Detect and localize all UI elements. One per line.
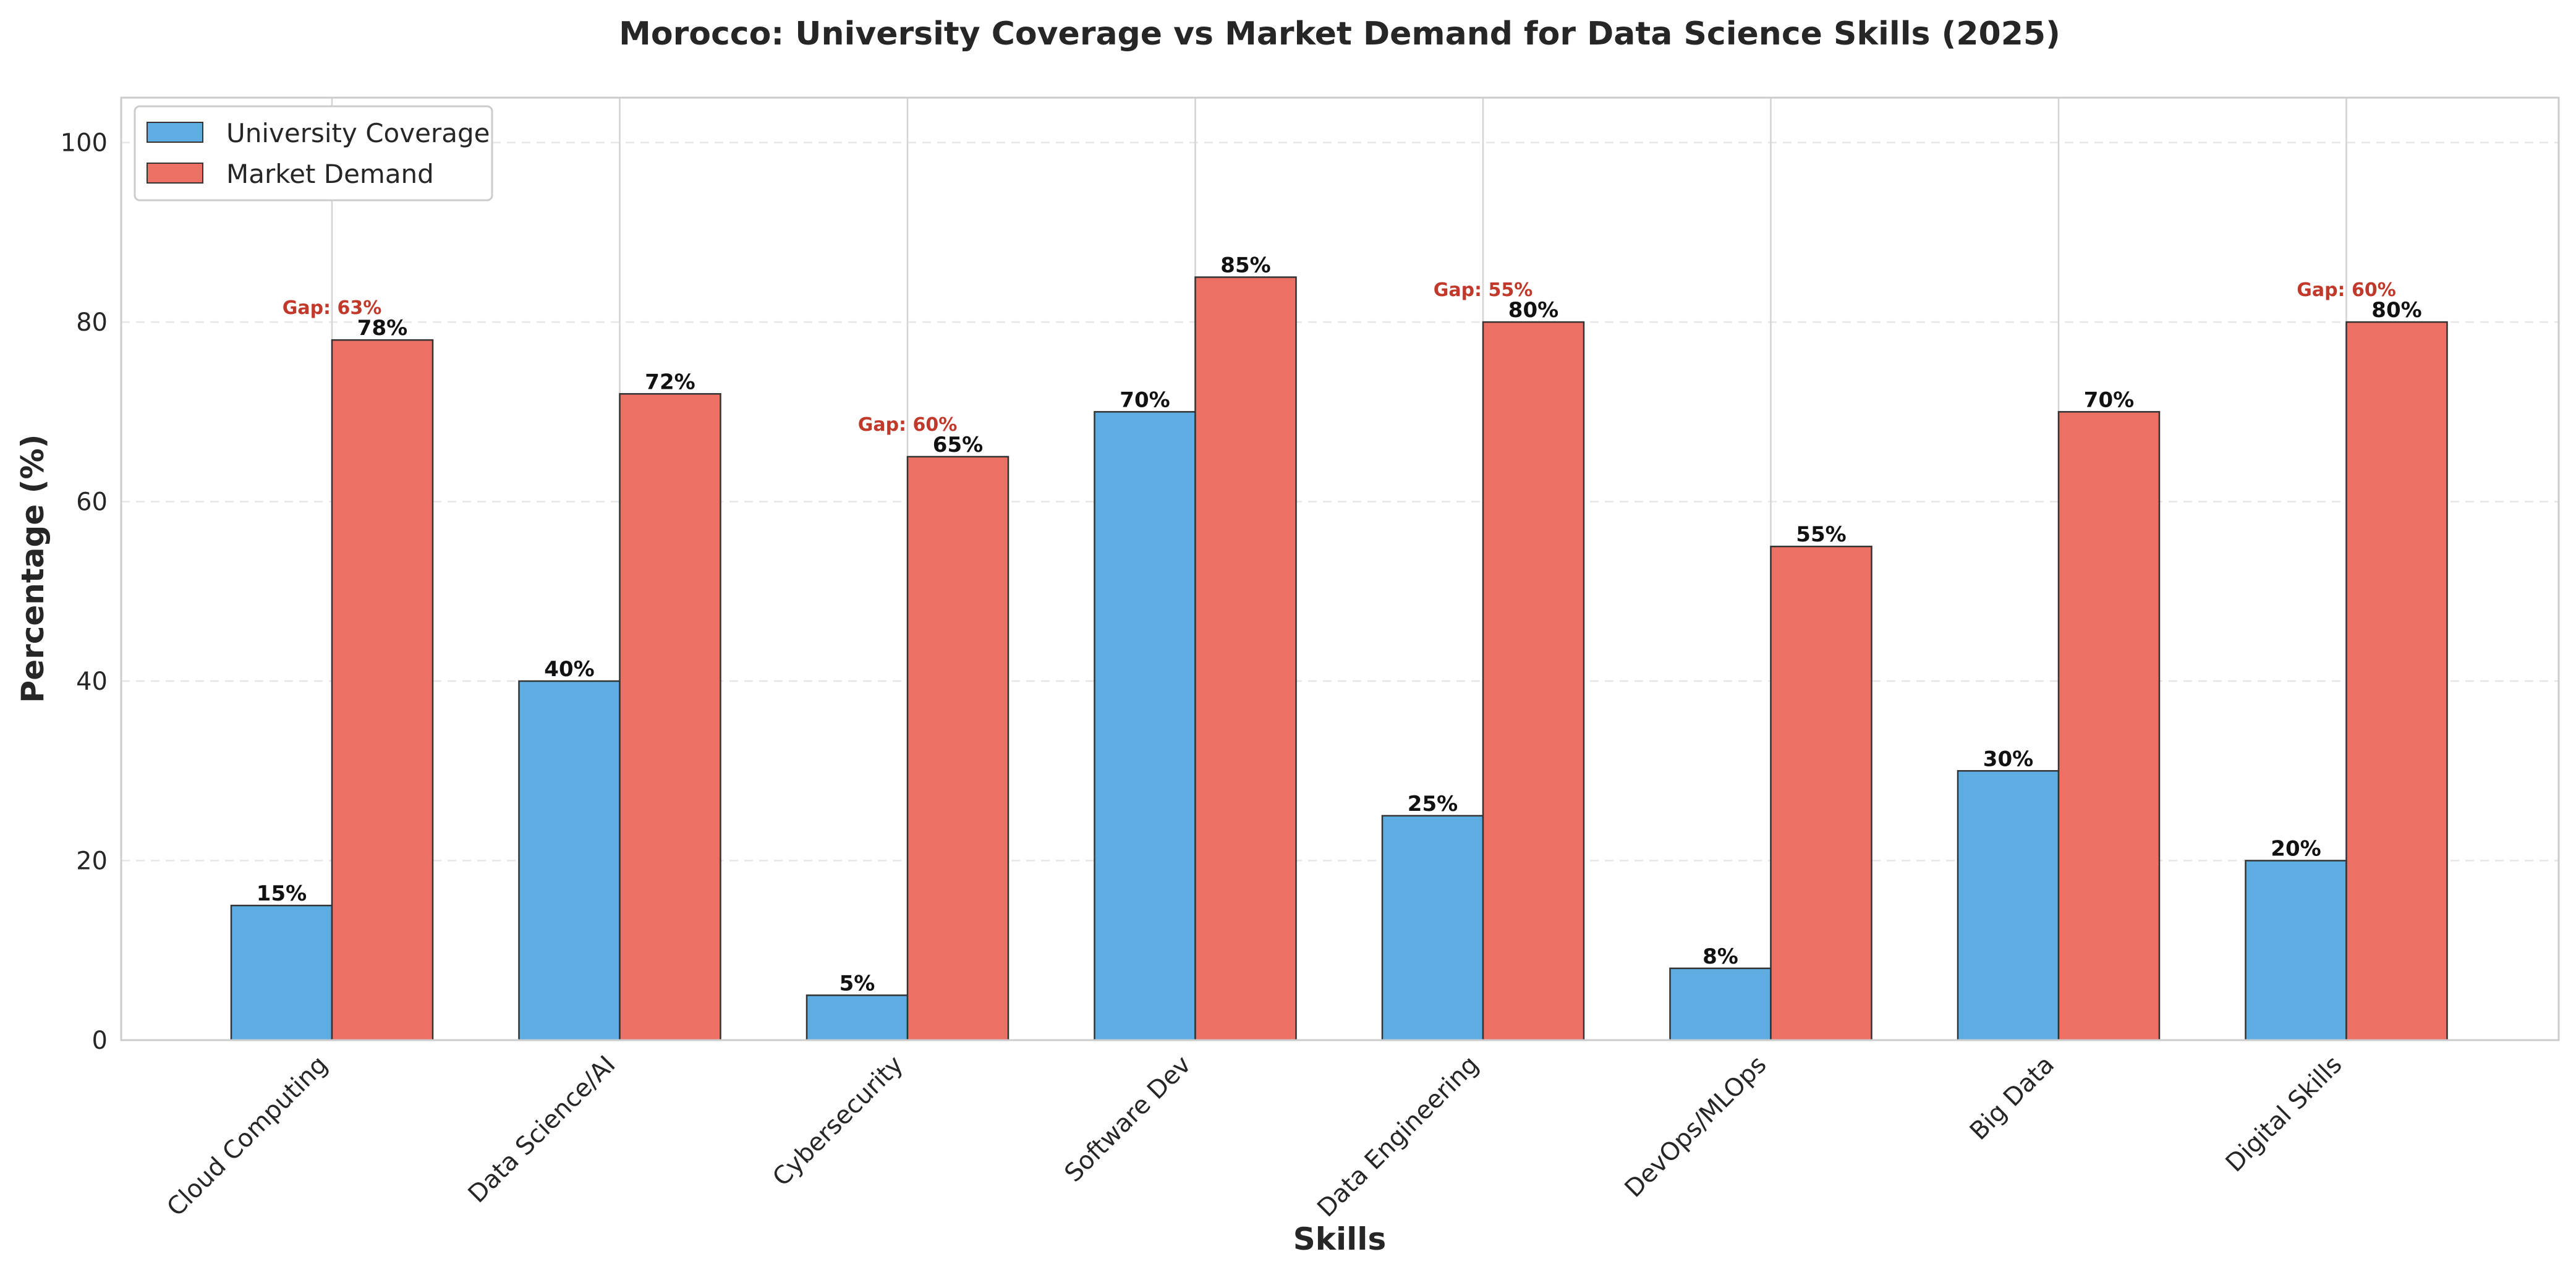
x-tick-label: Cybersecurity <box>767 1051 909 1192</box>
x-tick-label: Big Data <box>1965 1051 2060 1146</box>
legend-swatch-market-demand <box>147 163 203 184</box>
gap-annotation: Gap: 63% <box>283 297 382 319</box>
bars <box>230 276 2448 1041</box>
x-tick-label: DevOps/MLOps <box>1620 1051 1772 1203</box>
bar-market-demand-devops-mlops <box>1770 545 1872 1041</box>
x-tick-label: Digital Skills <box>2221 1051 2348 1178</box>
value-label: 80% <box>1508 298 1558 323</box>
legend-label-university-coverage: University Coverage <box>226 118 490 148</box>
value-label: 55% <box>1796 522 1846 547</box>
value-label: 30% <box>1983 747 2033 771</box>
value-label: 65% <box>933 433 983 457</box>
value-label: 70% <box>2084 388 2134 412</box>
value-label: 40% <box>544 657 594 682</box>
value-label: 20% <box>2271 837 2321 862</box>
bar-market-demand-big-data <box>2057 411 2161 1041</box>
y-axis-title: Percentage (%) <box>15 434 51 703</box>
value-label: 78% <box>357 316 407 341</box>
bar-university-coverage-cybersecurity <box>806 994 909 1041</box>
y-axis: 0 20 40 60 80 100 <box>61 129 108 1055</box>
bar-market-demand-data-engineering <box>1482 321 1585 1041</box>
y-tick-label: 60 <box>76 488 108 517</box>
bar-university-coverage-devops-mlops <box>1669 967 1772 1041</box>
x-tick-label: Data Engineering <box>1312 1051 1484 1223</box>
legend-box <box>134 105 493 201</box>
bar-market-demand-software-dev <box>1194 276 1297 1041</box>
y-tick-label: 80 <box>76 308 108 337</box>
legend-label-market-demand: Market Demand <box>226 159 434 189</box>
legend: University Coverage Market Demand <box>134 105 493 201</box>
gap-annotation: Gap: 55% <box>1434 279 1533 301</box>
plot-frame <box>120 96 2560 1041</box>
bar-university-coverage-data-science-ai <box>518 680 621 1041</box>
chart-title: Morocco: University Coverage vs Market D… <box>619 15 2060 53</box>
value-label: 70% <box>1120 388 1170 412</box>
x-axis: Cloud Computing Data Science/AI Cybersecur… <box>161 1051 2347 1223</box>
legend-swatch-university-coverage <box>147 122 203 143</box>
x-tick-label: Cloud Computing <box>161 1051 333 1222</box>
gap-annotation: Gap: 60% <box>858 414 958 436</box>
bar-market-demand-cybersecurity <box>906 455 1010 1041</box>
value-label: 8% <box>1702 944 1738 969</box>
x-tick-label: Data Science/AI <box>463 1051 621 1209</box>
bar-university-coverage-big-data <box>1957 770 2060 1041</box>
y-tick-label: 20 <box>76 847 108 876</box>
value-label: 80% <box>2371 298 2421 323</box>
bar-university-coverage-software-dev <box>1094 411 1196 1041</box>
grid-lines <box>121 98 2559 1040</box>
value-label: 5% <box>840 971 875 996</box>
bar-university-coverage-digital-skills <box>2245 860 2347 1041</box>
x-tick-label: Software Dev <box>1059 1051 1196 1188</box>
value-label: 15% <box>257 881 307 906</box>
bar-university-coverage-cloud-computing <box>230 904 333 1041</box>
y-tick-label: 40 <box>76 667 108 696</box>
y-tick-label: 0 <box>92 1027 108 1055</box>
bar-market-demand-digital-skills <box>2345 321 2448 1041</box>
value-label: 72% <box>645 370 695 394</box>
bar-market-demand-data-science-ai <box>619 393 721 1041</box>
y-tick-label: 100 <box>61 129 108 158</box>
gap-annotation: Gap: 60% <box>2297 279 2396 301</box>
gap-annotations: Gap: 63% Gap: 60% Gap: 55% Gap: 60% <box>283 279 2396 436</box>
bar-market-demand-cloud-computing <box>331 339 434 1041</box>
value-label: 25% <box>1408 792 1458 816</box>
x-axis-title: Skills <box>1293 1221 1386 1257</box>
bar-university-coverage-data-engineering <box>1381 815 1484 1041</box>
value-labels: 15% 40% 5% 70% 25% 8% 30% 20% 78% 72% 65% 85% 80% 55%… <box>257 253 2422 996</box>
value-label: 85% <box>1220 253 1270 277</box>
